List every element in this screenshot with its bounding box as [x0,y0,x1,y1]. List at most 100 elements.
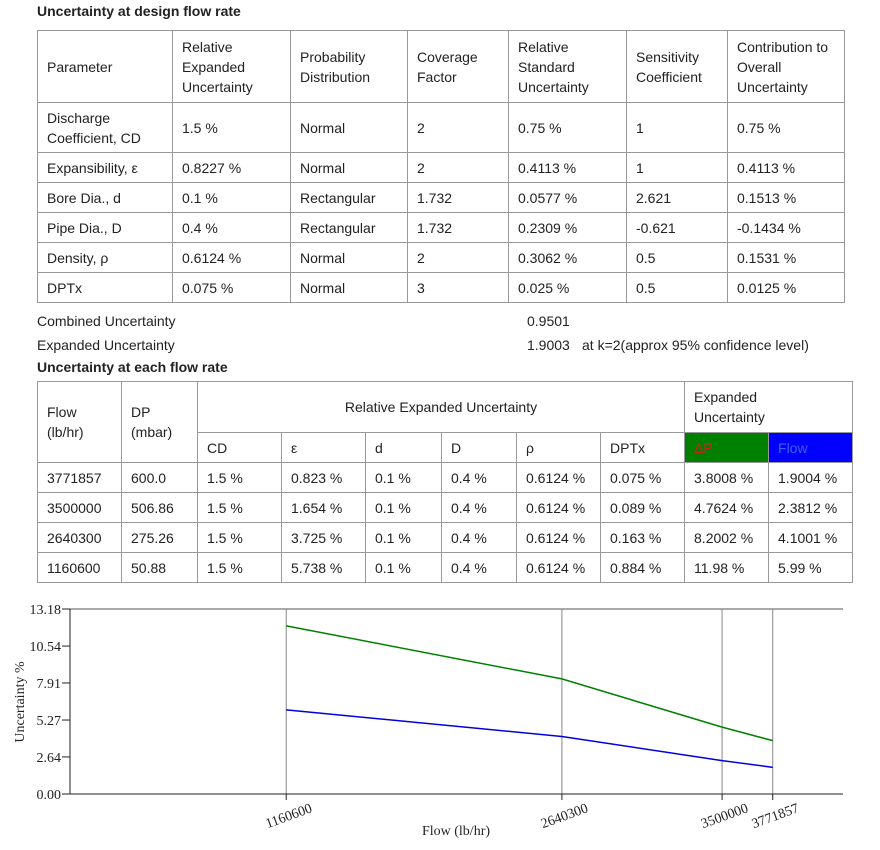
table-row: 3771857 600.0 1.5 % 0.823 % 0.1 % 0.4 % 0.6124… [37,462,854,493]
table-cell: Rectangular [290,182,408,213]
table-cell: Expansibility, ε [37,152,173,183]
series-line [286,709,773,769]
table-row: 1160600 50.88 1.5 % 5.738 % 0.1 % 0.4 % 0.6124… [37,552,854,583]
table-cell: 0.1 % [365,492,442,523]
table-cell: 0.1 % [365,462,442,493]
table-row: 3500000 506.86 1.5 % 1.654 % 0.1 % 0.4 % 0.612… [37,492,854,523]
table-cell: Discharge Coefficient, CD [37,102,173,153]
table-cell: 0.1513 % [727,182,845,213]
table-cell: 0.6124 % [172,242,291,273]
x-tick-label: 3500000 [699,801,750,832]
table-cell: 0.4 % [441,492,517,523]
table-cell: 0.75 % [508,102,627,153]
table-cell: 1160600 [37,552,122,583]
table-cell: 5.99 % [768,552,854,583]
table-cell: 0.6124 % [516,522,601,553]
header-cell: Relative Expanded Uncertainty [172,30,291,103]
table-cell: 2 [407,152,509,183]
table-cell: 3500000 [37,492,122,523]
table-row: Discharge Coefficient, CD 1.5 % Normal 2 0.7… [37,102,845,153]
section-title: Uncertainty at each flow rate [37,359,228,375]
table-cell: 0.1 % [365,552,442,583]
header-cell: ρ [516,432,601,463]
table-cell: 275.26 [121,522,198,553]
table-cell: Normal [290,102,408,153]
table-cell: 0.089 % [599,492,686,523]
summary-value: 0.9501 [527,313,570,329]
summary-value: 1.9003 [527,337,570,353]
table-cell: 1.5 % [197,492,282,523]
table-cell: 0.0125 % [727,272,845,303]
table-cell: 0.1 % [365,522,442,553]
table-cell: 0.6124 % [516,492,601,523]
header-cell: Flow (lb/hr) [37,381,122,463]
table-cell: 0.6124 % [516,462,601,493]
table-cell: 0.4113 % [508,152,627,183]
table-cell: 1.732 [407,182,509,213]
table-cell: 0.025 % [508,272,627,303]
summary-note: at k=2(approx 95% confidence level) [582,337,809,353]
table-cell: 0.8227 % [172,152,291,183]
table-cell: 1.654 % [281,492,366,523]
header-cell: Coverage Factor [407,30,509,103]
table-cell: 0.5 [626,272,728,303]
table-cell: 1 [626,152,728,183]
table-cell: 0.075 % [172,272,291,303]
design-table: Parameter Relative Expanded Uncertainty Pr… [37,30,845,303]
table-cell: 1.5 % [197,552,282,583]
table-cell: 0.163 % [599,522,686,553]
table-cell: 1.5 % [197,522,282,553]
table-cell: 2.621 [626,182,728,213]
table-cell: 3.8008 % [684,462,770,493]
table-cell: Normal [290,242,408,273]
table-row: Expansibility, ε 0.8227 % Normal 2 0.4113 % 1… [37,152,845,183]
table-cell: 1.5 % [197,462,282,493]
table-cell: -0.621 [626,212,728,243]
table-cell: 0.075 % [599,462,686,493]
y-axis-label: Uncertainty % [13,661,28,743]
table-cell: 0.75 % [727,102,845,153]
header-cell: Contribution to Overall Uncertainty [727,30,845,103]
table-cell: 3 [407,272,509,303]
table-cell: 0.884 % [599,552,686,583]
table-cell: 8.2002 % [684,522,770,553]
header-cell: Flow [768,432,854,463]
header-cell: Relative Expanded Uncertainty [196,381,686,433]
table-cell: 0.823 % [281,462,366,493]
table-cell: 2.3812 % [768,492,854,523]
table-cell: 3771857 [37,462,122,493]
table-cell: 0.0577 % [508,182,627,213]
table-cell: 5.738 % [281,552,366,583]
table-cell: 2 [407,242,509,273]
table-cell: 1.732 [407,212,509,243]
header-cell: ΔP [684,432,770,463]
table-cell: 4.1001 % [768,522,854,553]
chart: 1160600 2640300 3500000 3771857 0.00 2.64 5.27… [13,603,843,839]
y-tick-label: 5.27 [37,714,62,729]
y-tick-label: 0.00 [37,788,62,803]
table-row: Bore Dia., d 0.1 % Rectangular 1.732 0.0577 … [37,182,845,213]
table-cell: 506.86 [121,492,198,523]
table-cell: 0.6124 % [516,552,601,583]
table-row: 2640300 275.26 1.5 % 3.725 % 0.1 % 0.4 % 0.612… [37,522,854,553]
x-tick-label: 2640300 [539,801,590,832]
header-cell: Sensitivity Coefficient [626,30,728,103]
summary-label: Combined Uncertainty [37,313,176,329]
table-cell: 0.1 % [172,182,291,213]
table-cell: Normal [290,272,408,303]
header-cell: ε [281,432,366,463]
table-cell: 2 [407,102,509,153]
table-cell: Normal [290,152,408,183]
table-cell: 3.725 % [281,522,366,553]
table-cell: 11.98 % [684,552,770,583]
table-cell: DPTx [37,272,173,303]
table-cell: 4.7624 % [684,492,770,523]
table-cell: 0.3062 % [508,242,627,273]
table-cell: 50.88 [121,552,198,583]
x-tick-label: 1160600 [264,801,315,832]
table-cell: Pipe Dia., D [37,212,173,243]
x-axis-label: Flow (lb/hr) [422,824,490,839]
header-row: Flow (lb/hr) DP (mbar) Relative Expanded U… [37,381,854,463]
